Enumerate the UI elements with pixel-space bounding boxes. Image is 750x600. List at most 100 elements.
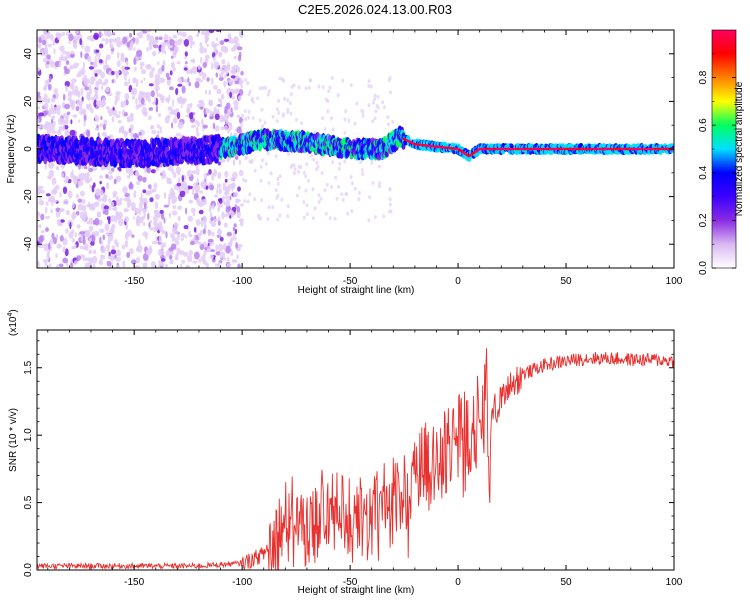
heatmap-noise-cell xyxy=(191,67,193,75)
heatmap-noise-cell xyxy=(172,204,177,210)
heatmap-noise-cell xyxy=(163,34,169,42)
heatmap-noise-cell xyxy=(278,174,282,179)
heatmap-noise-cell xyxy=(163,204,170,208)
heatmap-noise-cell xyxy=(170,62,175,68)
heatmap-noise-cell xyxy=(360,168,364,173)
heatmap-noise-cell xyxy=(305,212,309,217)
heatmap-noise-cell xyxy=(95,49,100,53)
heatmap-noise-cell xyxy=(367,79,371,84)
heatmap-noise-cell xyxy=(165,231,168,239)
heatmap-noise-cell xyxy=(90,107,94,114)
heatmap-noise-cell xyxy=(264,161,268,166)
heatmap-noise-cell xyxy=(215,251,221,256)
heatmap-noise-cell xyxy=(75,30,79,35)
heatmap-noise-cell xyxy=(200,180,207,189)
heatmap-noise-cell xyxy=(116,199,122,206)
heatmap-noise-cell xyxy=(367,218,371,223)
heatmap-noise-cell xyxy=(155,105,159,113)
heatmap-noise-cell xyxy=(99,123,104,128)
heatmap-noise-cell xyxy=(69,64,74,70)
chart-title: C2E5.2026.024.13.00.R03 xyxy=(298,2,452,17)
heatmap-noise-cell xyxy=(183,187,187,192)
heatmap-noise-cell xyxy=(157,223,161,229)
heatmap-noise-cell xyxy=(276,107,279,112)
heatmap-noise-cell xyxy=(179,190,186,197)
heatmap-noise-cell xyxy=(129,248,134,255)
heatmap-noise-cell xyxy=(181,98,185,105)
heatmap-noise-cell xyxy=(168,198,171,207)
heatmap-noise-cell xyxy=(145,94,148,101)
heatmap-noise-cell xyxy=(144,201,147,210)
heatmap-noise-cell xyxy=(213,56,216,62)
heatmap-noise-cell xyxy=(164,50,167,55)
heatmap-noise-cell xyxy=(218,98,221,103)
heatmap-noise-cell xyxy=(110,51,114,55)
heatmap-noise-cell xyxy=(86,230,91,238)
heatmap-noise-cell xyxy=(138,238,141,247)
heatmap-noise-cell xyxy=(166,180,173,185)
heatmap-noise-cell xyxy=(43,30,46,37)
heatmap-noise-cell xyxy=(95,80,99,89)
heatmap-noise-cell xyxy=(84,263,87,268)
heatmap-noise-cell xyxy=(93,32,99,40)
heatmap-noise-cell xyxy=(224,170,229,178)
heatmap-noise-cell xyxy=(195,120,198,125)
heatmap-noise-cell xyxy=(227,36,233,44)
heatmap-ridge-cell xyxy=(118,148,123,155)
heatmap-noise-cell xyxy=(223,222,228,228)
heatmap-noise-cell xyxy=(229,91,233,99)
heatmap-noise-cell xyxy=(136,49,143,57)
heatmap-noise-cell xyxy=(126,60,129,66)
heatmap-noise-cell xyxy=(51,232,55,240)
heatmap-noise-cell xyxy=(168,212,172,219)
heatmap-noise-cell xyxy=(113,215,118,223)
heatmap-noise-cell xyxy=(304,188,308,193)
heatmap-noise-cell xyxy=(108,218,111,225)
heatmap-noise-cell xyxy=(236,46,243,51)
heatmap-noise-cell xyxy=(201,198,207,206)
heatmap-noise-cell xyxy=(84,45,91,53)
heatmap-noise-cell xyxy=(111,79,115,84)
heatmap-noise-cell xyxy=(89,177,92,182)
heatmap-noise-cell xyxy=(46,61,50,65)
heatmap-noise-cell xyxy=(37,67,41,72)
heatmap-noise-cell xyxy=(92,255,98,264)
heatmap-noise-cell xyxy=(37,118,40,123)
heatmap-noise-cell xyxy=(226,64,231,71)
heatmap-noise-cell xyxy=(116,249,121,257)
heatmap-noise-cell xyxy=(230,210,235,218)
heatmap-noise-cell xyxy=(221,211,225,220)
heatmap-noise-cell xyxy=(135,78,139,84)
heatmap-noise-cell xyxy=(63,179,69,184)
heatmap-noise-cell xyxy=(307,178,310,183)
heatmap-noise-cell xyxy=(118,111,121,115)
heatmap-noise-cell xyxy=(62,124,65,132)
heatmap-noise-cell xyxy=(169,70,173,76)
heatmap-noise-cell xyxy=(123,81,129,87)
heatmap-noise-cell xyxy=(207,108,210,114)
heatmap-noise-cell xyxy=(99,236,102,245)
heatmap-noise-cell xyxy=(267,89,271,94)
heatmap-noise-cell xyxy=(281,113,285,118)
heatmap-noise-cell xyxy=(377,184,381,189)
heatmap-noise-cell xyxy=(190,124,196,128)
heatmap-noise-cell xyxy=(101,38,105,42)
heatmap-noise-cell xyxy=(135,134,140,139)
heatmap-noise-cell xyxy=(71,103,75,111)
heatmap-noise-cell xyxy=(163,192,167,199)
heatmap-noise-cell xyxy=(233,55,237,60)
heatmap-noise-cell xyxy=(189,112,194,120)
heatmap-noise-cell xyxy=(376,94,380,99)
heatmap-noise-cell xyxy=(214,170,218,175)
heatmap-noise-cell xyxy=(98,69,103,76)
heatmap-noise-cell xyxy=(181,259,186,264)
heatmap-noise-cell xyxy=(136,215,141,223)
heatmap-noise-cell xyxy=(98,259,102,265)
heatmap-noise-cell xyxy=(59,45,65,52)
heatmap-noise-cell xyxy=(155,36,159,41)
heatmap-noise-cell xyxy=(98,31,102,39)
heatmap-noise-cell xyxy=(89,225,94,232)
heatmap-noise-cell xyxy=(353,186,357,191)
heatmap-noise-cell xyxy=(129,181,133,189)
heatmap-noise-cell xyxy=(175,108,180,112)
